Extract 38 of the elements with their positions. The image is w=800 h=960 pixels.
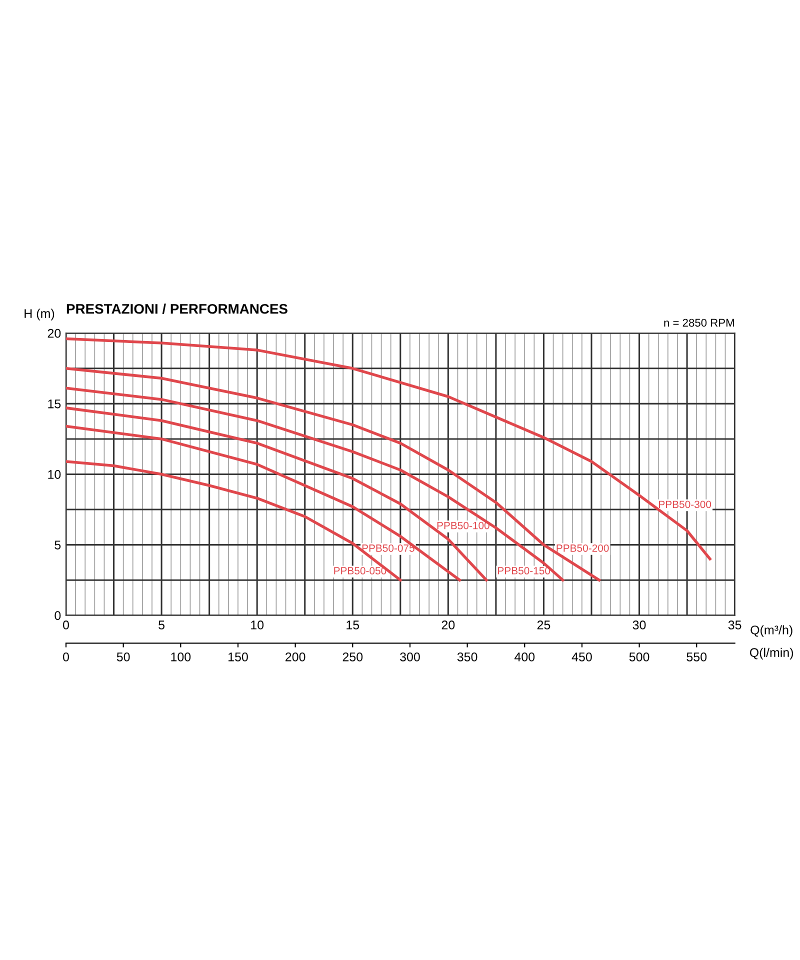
x2-tick-label: 450 xyxy=(572,652,592,662)
y-tick-label: 0 xyxy=(54,611,61,620)
series-label: PPB50-075 xyxy=(362,544,414,552)
x2-tick-label: 0 xyxy=(63,652,69,662)
y-axis-title: H (m) xyxy=(24,308,54,320)
x2-tick-label: 500 xyxy=(629,652,650,662)
y-tick-label: 5 xyxy=(54,540,61,550)
x2-tick-label: 350 xyxy=(457,652,478,662)
series-label: PPB50-200 xyxy=(556,544,609,552)
y-tick-label: 10 xyxy=(48,470,61,479)
x-tick-label: 30 xyxy=(632,620,646,630)
x-tick-label: 35 xyxy=(728,620,742,630)
line-series xyxy=(66,337,712,560)
x-tick-label: 25 xyxy=(537,620,550,630)
x-axis-title: Q(m³/h) xyxy=(750,625,792,637)
x-tick-label: 0 xyxy=(63,620,69,630)
y-tick-label: 20 xyxy=(48,328,61,338)
x2-tick-label: 250 xyxy=(342,652,363,662)
x2-tick-label: 50 xyxy=(116,652,130,662)
x-tick-label: 10 xyxy=(251,620,264,630)
series-label: PPB50-050 xyxy=(334,567,386,574)
x-tick-label: 15 xyxy=(346,620,360,630)
chart-subtitle: n = 2850 RPM xyxy=(664,318,734,327)
x2-tick-label: 400 xyxy=(514,652,535,662)
x2-tick-label: 200 xyxy=(286,652,306,662)
chart-title: PRESTAZIONI / PERFORMANCES xyxy=(66,304,288,314)
line-series xyxy=(66,406,488,582)
x-tick-label: 20 xyxy=(442,620,455,630)
x2-tick-label: 150 xyxy=(228,652,248,662)
x2-tick-label: 550 xyxy=(686,652,707,662)
series-label: PPB50-100 xyxy=(437,522,490,530)
series-label: PPB50-150 xyxy=(498,567,550,574)
series-label: PPB50-300 xyxy=(659,500,712,508)
x2-axis-title: Q(l/min) xyxy=(750,648,794,660)
y-tick-label: 15 xyxy=(48,400,61,408)
x2-tick-label: 300 xyxy=(400,652,420,662)
x2-tick-label: 100 xyxy=(171,652,191,662)
x-tick-label: 5 xyxy=(158,620,164,630)
